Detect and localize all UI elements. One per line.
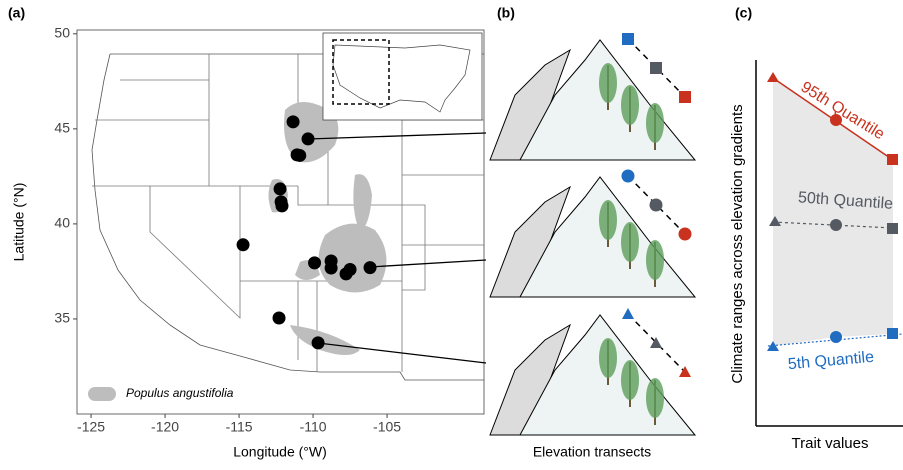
panel-c xyxy=(755,60,903,427)
site-point xyxy=(275,199,289,213)
marker xyxy=(649,198,663,212)
marker xyxy=(678,227,692,241)
site-point xyxy=(272,311,286,325)
x-axis-title: Elevation transects xyxy=(533,444,651,460)
inset-map xyxy=(322,32,483,121)
site-point xyxy=(308,256,322,270)
x-tick-label: -120 xyxy=(151,419,179,435)
tree-crown xyxy=(646,240,664,280)
dashed-link xyxy=(627,38,686,98)
tree-crown xyxy=(621,222,639,262)
x-axis-title: Trait values xyxy=(792,435,869,452)
marker xyxy=(650,62,662,74)
panel-label: (c) xyxy=(735,5,752,21)
tree-crown xyxy=(621,360,639,400)
x-tick-label: -110 xyxy=(300,419,327,435)
connector xyxy=(307,132,487,364)
site-point xyxy=(311,336,325,350)
tree-crown xyxy=(599,63,617,103)
y-tick-label: 50 xyxy=(54,25,70,41)
tree-crown xyxy=(599,338,617,378)
y-tick-label: 35 xyxy=(54,310,70,326)
site-point xyxy=(236,238,250,252)
tree-crown xyxy=(621,85,639,125)
transect-diagram xyxy=(489,308,697,436)
y-axis-title: Climate ranges across elevation gradient… xyxy=(729,104,746,383)
site-point xyxy=(273,182,287,196)
y-axis-title: Latitude (°N) xyxy=(11,183,27,262)
dashed-link xyxy=(627,175,686,235)
site-point xyxy=(363,261,377,275)
tree-crown xyxy=(646,103,664,143)
transect-diagram xyxy=(489,169,697,298)
dashed-link xyxy=(627,313,686,373)
line-label: 50th Quantile xyxy=(797,189,893,213)
line-label: 5th Quantile xyxy=(787,349,875,373)
y-tick-label: 45 xyxy=(54,120,70,136)
x-tick-label: -105 xyxy=(373,419,401,435)
marker xyxy=(622,308,634,319)
marker xyxy=(622,33,634,45)
transect-diagram xyxy=(489,33,697,161)
legend-label: Populus angustifolia xyxy=(126,386,234,400)
site-point xyxy=(324,261,338,275)
tree-crown xyxy=(599,200,617,240)
marker xyxy=(621,169,635,183)
legend-swatch xyxy=(88,387,116,401)
x-tick-label: -125 xyxy=(77,419,105,435)
site-point xyxy=(286,115,300,129)
x-axis-title: Longitude (°W) xyxy=(233,444,327,460)
panel-label: (b) xyxy=(497,5,515,21)
y-tick-label: 40 xyxy=(54,215,70,231)
x-tick-label: -115 xyxy=(226,419,253,435)
site-point xyxy=(301,132,315,146)
site-point xyxy=(293,148,307,162)
marker xyxy=(650,337,662,348)
site-point xyxy=(343,263,357,277)
tree-crown xyxy=(646,378,664,418)
marker xyxy=(679,91,691,103)
marker xyxy=(679,366,691,377)
panel-label: (a) xyxy=(8,5,25,21)
